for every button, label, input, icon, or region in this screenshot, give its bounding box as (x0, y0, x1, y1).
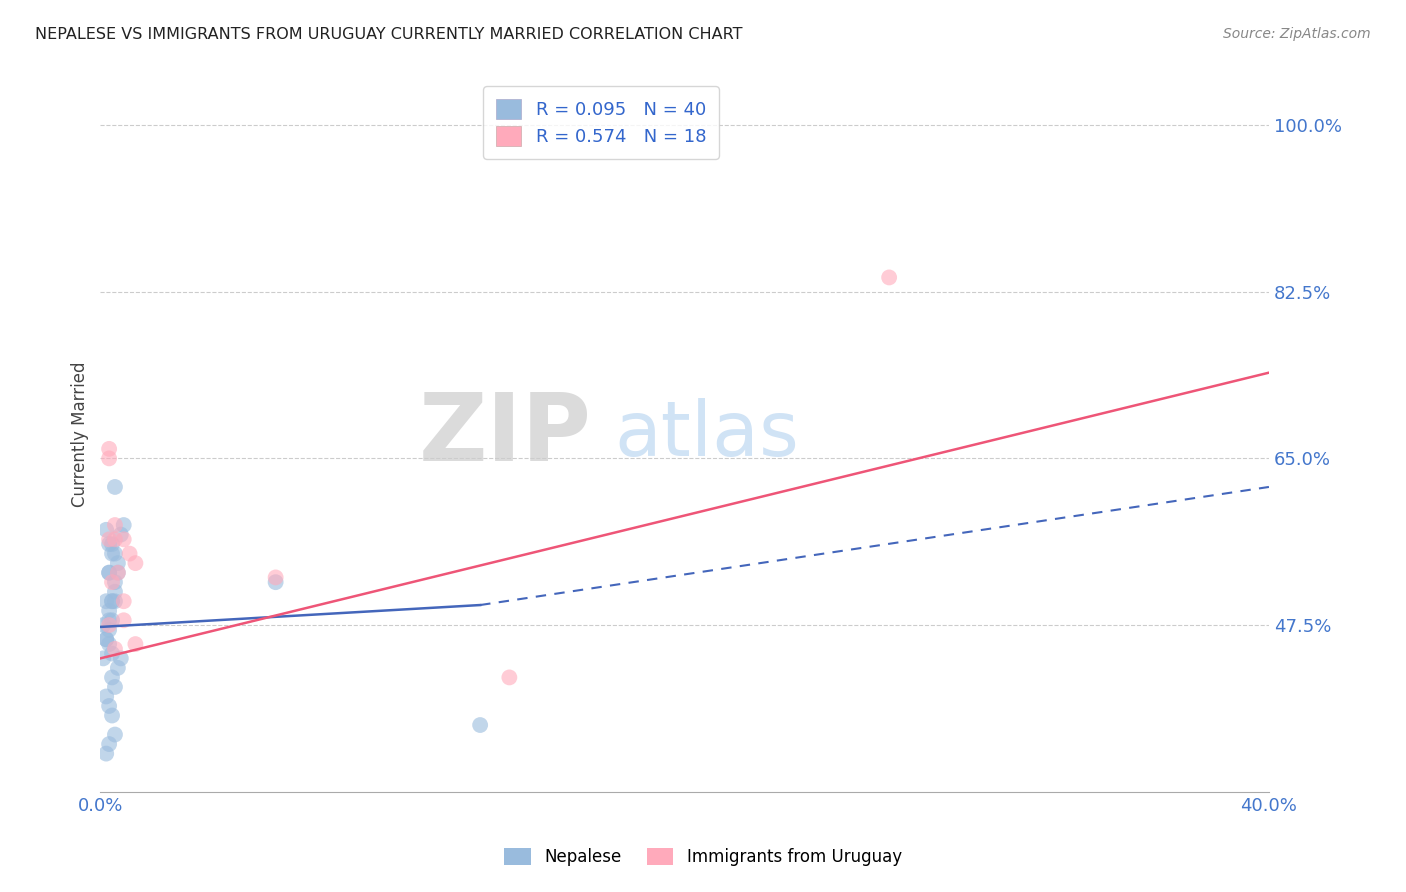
Legend: Nepalese, Immigrants from Uruguay: Nepalese, Immigrants from Uruguay (496, 840, 910, 875)
Text: NEPALESE VS IMMIGRANTS FROM URUGUAY CURRENTLY MARRIED CORRELATION CHART: NEPALESE VS IMMIGRANTS FROM URUGUAY CURR… (35, 27, 742, 42)
Point (101, 537, 124, 551)
Point (96, 594, 118, 608)
Point (101, 670, 124, 684)
Point (264, 575, 287, 590)
Point (91, 618, 114, 632)
Point (107, 661, 129, 675)
Point (104, 727, 127, 741)
Point (112, 594, 135, 608)
Point (98, 623, 121, 637)
Point (101, 594, 124, 608)
Text: Source: ZipAtlas.com: Source: ZipAtlas.com (1223, 27, 1371, 41)
Point (112, 533, 135, 547)
Point (104, 533, 127, 547)
Point (98, 613, 121, 627)
Point (96, 632, 118, 647)
Point (101, 575, 124, 590)
Point (107, 566, 129, 580)
Point (96, 632, 118, 647)
Point (98, 618, 121, 632)
Point (468, 718, 491, 732)
Point (101, 547, 124, 561)
Point (104, 680, 127, 694)
Point (98, 451, 121, 466)
Point (107, 556, 129, 570)
Point (112, 518, 135, 533)
Point (124, 637, 146, 651)
Point (101, 594, 124, 608)
Point (101, 708, 124, 723)
Point (877, 270, 900, 285)
Point (91, 651, 114, 665)
Point (101, 613, 124, 627)
Point (104, 547, 127, 561)
Point (104, 480, 127, 494)
Point (110, 651, 132, 665)
Text: atlas: atlas (614, 398, 800, 472)
Point (98, 566, 121, 580)
Point (104, 518, 127, 533)
Point (98, 737, 121, 751)
Point (96, 690, 118, 704)
Point (112, 613, 135, 627)
Point (98, 537, 121, 551)
Point (110, 527, 132, 541)
Point (104, 641, 127, 656)
Point (98, 637, 121, 651)
Point (104, 575, 127, 590)
Point (107, 566, 129, 580)
Point (98, 442, 121, 456)
Point (98, 604, 121, 618)
Point (118, 547, 141, 561)
Y-axis label: Currently Married: Currently Married (72, 362, 89, 508)
Point (98, 566, 121, 580)
Legend: R = 0.095   N = 40, R = 0.574   N = 18: R = 0.095 N = 40, R = 0.574 N = 18 (484, 87, 718, 159)
Point (101, 647, 124, 661)
Point (124, 556, 146, 570)
Point (98, 698, 121, 713)
Point (98, 533, 121, 547)
Point (264, 570, 287, 584)
Text: ZIP: ZIP (418, 389, 591, 481)
Point (104, 594, 127, 608)
Point (104, 584, 127, 599)
Point (96, 747, 118, 761)
Point (498, 670, 520, 684)
Point (96, 523, 118, 537)
